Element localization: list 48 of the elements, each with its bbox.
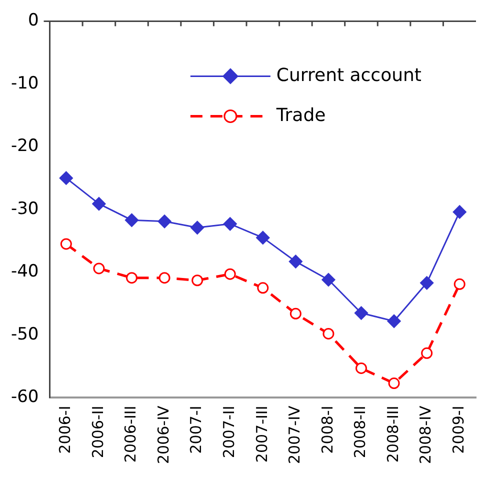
point bbox=[387, 314, 401, 328]
point bbox=[60, 238, 72, 250]
point bbox=[454, 278, 466, 290]
point bbox=[257, 282, 269, 294]
point bbox=[322, 328, 334, 340]
point bbox=[59, 171, 73, 185]
point bbox=[288, 254, 302, 268]
y-tick-label: 0 bbox=[28, 10, 39, 31]
x-tick-label: 2009-I bbox=[449, 406, 468, 454]
point bbox=[421, 347, 433, 359]
point bbox=[158, 272, 170, 284]
point bbox=[158, 214, 172, 228]
point bbox=[420, 276, 434, 290]
point bbox=[452, 205, 466, 219]
legend-label: Current account bbox=[276, 64, 422, 86]
point bbox=[290, 308, 302, 320]
y-tick-label: -40 bbox=[10, 262, 39, 282]
point bbox=[322, 273, 336, 286]
point bbox=[256, 230, 270, 244]
x-tick-label: 2006-II bbox=[88, 406, 107, 458]
point bbox=[92, 197, 106, 211]
x-tick-label: 2008-IV bbox=[416, 405, 435, 464]
point bbox=[126, 272, 138, 284]
x-tick-label: 2006-IV bbox=[154, 405, 172, 464]
x-tick-label: 2006-I bbox=[56, 406, 74, 454]
y-tick-label: -30 bbox=[10, 198, 39, 219]
x-tick-label: 2008-I bbox=[318, 406, 336, 454]
x-tick-label: 2008-II bbox=[351, 406, 370, 458]
point bbox=[93, 262, 105, 274]
x-tick-label: 2007-IV bbox=[286, 405, 304, 464]
x-tick-label: 2007-II bbox=[220, 406, 238, 458]
x-tick-label: 2007-III bbox=[252, 406, 271, 463]
point bbox=[190, 220, 204, 234]
y-tick-label: -20 bbox=[10, 136, 39, 156]
point bbox=[354, 306, 368, 320]
legend-label: Trade bbox=[275, 104, 326, 126]
point bbox=[224, 268, 236, 280]
point bbox=[355, 362, 367, 374]
point bbox=[192, 274, 204, 286]
point bbox=[223, 217, 237, 231]
point bbox=[388, 378, 400, 390]
x-tick-label: 2008-III bbox=[384, 406, 402, 463]
x-tick-label: 2006-III bbox=[122, 406, 140, 463]
point bbox=[124, 213, 138, 227]
y-tick-label: -50 bbox=[10, 324, 39, 344]
x-tick-label: 2007-I bbox=[187, 406, 206, 454]
y-tick-label: -10 bbox=[10, 73, 39, 94]
y-tick-label: -60 bbox=[10, 387, 39, 408]
